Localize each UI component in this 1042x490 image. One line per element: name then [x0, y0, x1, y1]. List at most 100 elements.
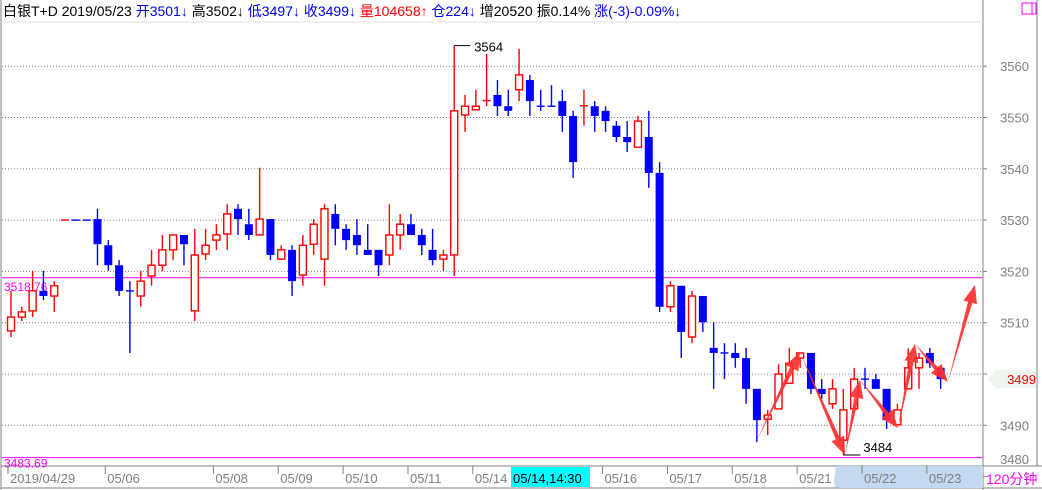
candle[interactable] — [17, 306, 27, 322]
candle[interactable] — [536, 89, 545, 111]
candle-body — [558, 101, 567, 116]
candle[interactable] — [385, 204, 394, 266]
quote-item-3: 收3499↓ — [303, 3, 360, 19]
candle-body — [817, 388, 826, 395]
candle[interactable] — [104, 240, 113, 271]
candle[interactable] — [406, 213, 415, 235]
candle[interactable] — [677, 285, 686, 359]
candle[interactable] — [579, 89, 588, 126]
candle[interactable] — [417, 228, 426, 255]
candle[interactable] — [806, 352, 815, 395]
candle[interactable] — [342, 224, 351, 250]
candle-body — [569, 115, 578, 163]
candle[interactable] — [309, 219, 318, 255]
candle[interactable] — [212, 224, 221, 250]
candle-body — [266, 219, 275, 255]
candle[interactable] — [590, 101, 599, 132]
candle-body — [39, 290, 48, 297]
candle[interactable] — [687, 290, 697, 344]
candle[interactable] — [817, 379, 826, 400]
y-tick-label: 3540 — [1000, 162, 1029, 177]
candle[interactable] — [288, 245, 297, 297]
candle[interactable] — [644, 110, 653, 188]
candle[interactable] — [6, 290, 16, 338]
candle[interactable] — [115, 260, 124, 297]
candle-body — [590, 106, 599, 116]
candle[interactable] — [125, 281, 134, 353]
candle[interactable] — [569, 110, 578, 179]
candle[interactable] — [363, 224, 372, 255]
candle[interactable] — [655, 162, 664, 312]
candle-body — [309, 223, 318, 245]
candle[interactable] — [266, 219, 275, 261]
candle[interactable] — [298, 234, 308, 286]
candle-body — [493, 94, 502, 107]
candle[interactable] — [666, 281, 675, 312]
x-tick-label: 05/08 — [215, 471, 248, 486]
candle[interactable] — [547, 85, 556, 107]
candle[interactable] — [925, 347, 934, 368]
candle[interactable] — [395, 213, 405, 250]
candle[interactable] — [28, 270, 37, 318]
candle[interactable] — [168, 234, 178, 261]
candle[interactable] — [493, 80, 502, 116]
candle[interactable] — [514, 48, 524, 102]
candle[interactable] — [612, 121, 621, 143]
candle[interactable] — [93, 208, 102, 266]
candle[interactable] — [828, 379, 837, 409]
candle[interactable] — [871, 374, 880, 389]
candle[interactable] — [352, 219, 361, 255]
candle[interactable] — [222, 204, 232, 250]
candle-body — [504, 106, 513, 111]
candle[interactable] — [201, 228, 210, 261]
candle[interactable] — [277, 245, 286, 261]
drawn-arrow-icon — [860, 380, 898, 428]
candle[interactable] — [39, 270, 48, 301]
candle[interactable] — [752, 388, 761, 443]
candle-body — [687, 295, 697, 338]
candle[interactable] — [709, 322, 718, 389]
candle[interactable] — [698, 296, 707, 332]
candle[interactable] — [179, 234, 188, 266]
candle-body — [374, 249, 383, 266]
candle[interactable] — [882, 388, 891, 429]
candle[interactable] — [601, 106, 610, 132]
candle[interactable] — [147, 249, 156, 286]
candle[interactable] — [482, 53, 491, 107]
candle[interactable] — [428, 228, 437, 266]
candle[interactable] — [504, 89, 513, 116]
candle[interactable] — [136, 270, 145, 307]
drawn-arrow-icon — [800, 352, 845, 455]
candle-body — [882, 388, 891, 421]
candle[interactable] — [255, 167, 264, 236]
candle[interactable] — [158, 234, 167, 271]
candle[interactable] — [914, 352, 924, 389]
candle[interactable] — [190, 228, 199, 322]
candle-body — [168, 234, 178, 251]
candle[interactable] — [731, 343, 740, 368]
candle[interactable] — [742, 347, 751, 404]
candle[interactable] — [558, 89, 567, 132]
candle[interactable] — [860, 367, 869, 389]
candle[interactable] — [234, 204, 243, 235]
candle-body — [514, 74, 524, 91]
candle[interactable] — [320, 204, 329, 286]
drawn-arrow-icon — [915, 344, 948, 382]
candle[interactable] — [720, 343, 729, 380]
candle[interactable] — [331, 204, 340, 246]
candle[interactable] — [374, 249, 383, 277]
candle[interactable] — [244, 208, 253, 241]
candle[interactable] — [471, 89, 481, 111]
candle[interactable] — [50, 281, 59, 312]
candle[interactable] — [633, 115, 643, 148]
candle[interactable] — [439, 249, 448, 271]
candle[interactable] — [623, 121, 632, 152]
time-selection-region — [834, 466, 983, 488]
candle[interactable] — [460, 94, 470, 132]
x-tick-label: 05/10 — [345, 471, 378, 486]
quote-item-6: 增20520 — [479, 3, 537, 19]
candle[interactable] — [450, 45, 459, 277]
candle-body — [255, 218, 264, 236]
candle[interactable] — [525, 74, 534, 116]
